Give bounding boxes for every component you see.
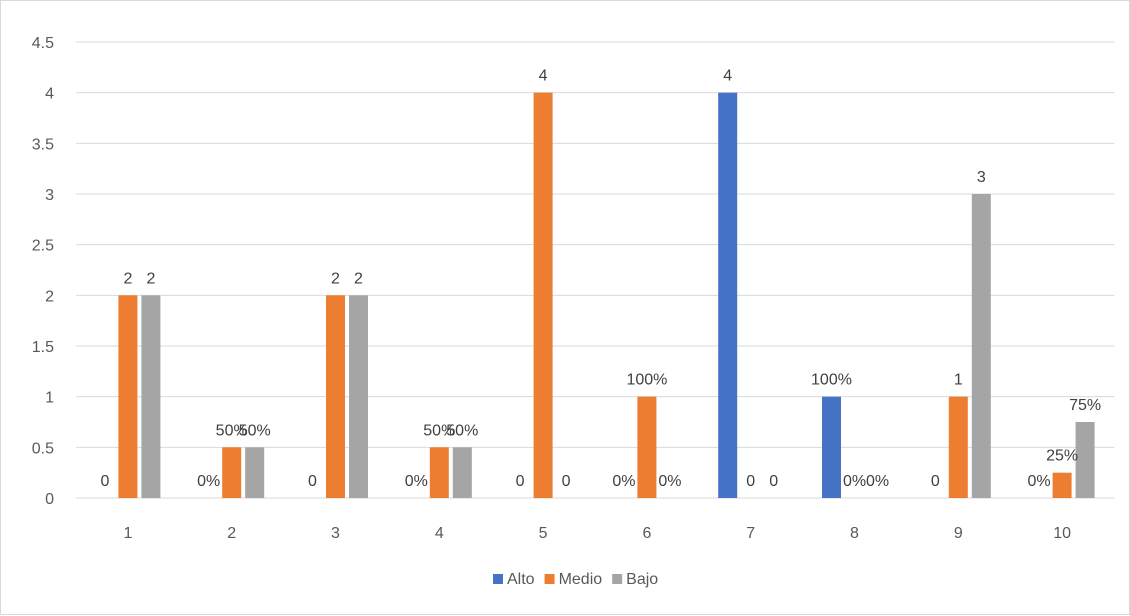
y-tick-label: 2.5 <box>32 238 54 255</box>
data-label: 50% <box>446 422 478 439</box>
data-labels: 02 20%50%50%02 20%50%50%040 0%100%0%40 0100%… <box>100 68 1101 490</box>
bar-alto <box>822 396 841 498</box>
y-tick-label: 1 <box>45 390 54 407</box>
legend-label-medio: Medio <box>559 571 603 588</box>
bar-medio <box>222 447 242 498</box>
data-label: 0% <box>612 473 635 490</box>
bar-medio <box>637 396 657 498</box>
data-label: 4 <box>539 68 548 85</box>
data-label: 2 <box>123 270 132 287</box>
data-label: 50% <box>423 422 455 439</box>
data-label: 0% <box>197 473 220 490</box>
bar-bajo <box>245 447 265 498</box>
y-tick-label: 0 <box>45 491 54 508</box>
bars <box>118 92 1095 499</box>
x-axis-ticks: 1 2 3 4 5 6 7 8 9 10 <box>123 525 1071 542</box>
data-label: 0% <box>405 473 428 490</box>
y-tick-label: 3.5 <box>32 136 54 153</box>
bar-medio <box>429 447 449 498</box>
x-tick-label: 7 <box>746 525 755 542</box>
y-tick-label: 0.5 <box>32 440 54 457</box>
data-label: 50% <box>216 422 248 439</box>
x-tick-label: 4 <box>435 525 444 542</box>
data-label: 100% <box>626 372 667 389</box>
data-label: 0% <box>843 473 866 490</box>
bar-medio <box>326 295 345 498</box>
bar-alto <box>718 92 738 499</box>
data-label: 0% <box>866 473 889 490</box>
data-label: 2 <box>331 270 340 287</box>
data-label: 25% <box>1046 448 1078 465</box>
bar-bajo <box>452 447 472 498</box>
x-tick-label: 10 <box>1053 525 1071 542</box>
data-label: 50% <box>239 422 271 439</box>
data-label: 0 <box>746 473 755 490</box>
x-tick-label: 2 <box>227 525 236 542</box>
data-label: 100% <box>811 372 852 389</box>
data-label: 0 <box>931 473 940 490</box>
data-label: 4 <box>723 68 732 85</box>
legend-swatch-bajo <box>612 574 623 584</box>
y-axis-ticks: 0 0.5 1 1.5 2 2.5 3 3.5 4 4.5 <box>32 35 54 508</box>
bar-medio <box>533 92 553 499</box>
bar-bajo <box>349 295 368 498</box>
x-tick-label: 5 <box>539 525 548 542</box>
data-label: 2 <box>146 270 155 287</box>
data-label: 0 <box>562 473 571 490</box>
y-tick-label: 3 <box>45 187 54 204</box>
data-label: 0 <box>308 473 317 490</box>
bar-bajo <box>971 194 991 498</box>
y-tick-label: 4 <box>45 86 54 103</box>
legend-swatch-alto <box>493 574 503 584</box>
y-tick-label: 1.5 <box>32 339 54 356</box>
bar-medio <box>1052 472 1072 498</box>
x-tick-label: 8 <box>850 525 859 542</box>
x-tick-label: 6 <box>642 525 651 542</box>
legend-swatch-medio <box>544 574 555 584</box>
x-tick-label: 9 <box>954 525 963 542</box>
data-label: 3 <box>977 169 986 186</box>
bar-bajo <box>141 295 161 498</box>
y-tick-label: 4.5 <box>32 35 54 52</box>
legend: Alto Medio Bajo <box>493 571 658 588</box>
y-tick-label: 2 <box>45 288 54 305</box>
data-label: 0 <box>100 473 109 490</box>
legend-label-alto: Alto <box>507 571 535 588</box>
data-label: 2 <box>354 270 363 287</box>
bar-medio <box>948 396 968 498</box>
data-label: 0 <box>516 473 525 490</box>
bar-bajo <box>1075 422 1095 498</box>
x-tick-label: 1 <box>123 525 132 542</box>
data-label: 1 <box>954 372 963 389</box>
data-label: 75% <box>1069 397 1101 414</box>
bar-medio <box>118 295 138 498</box>
legend-label-bajo: Bajo <box>626 571 658 588</box>
data-label: 0% <box>1028 473 1051 490</box>
data-label: 0 <box>769 473 778 490</box>
x-tick-label: 3 <box>331 525 340 542</box>
data-label: 0% <box>658 473 681 490</box>
